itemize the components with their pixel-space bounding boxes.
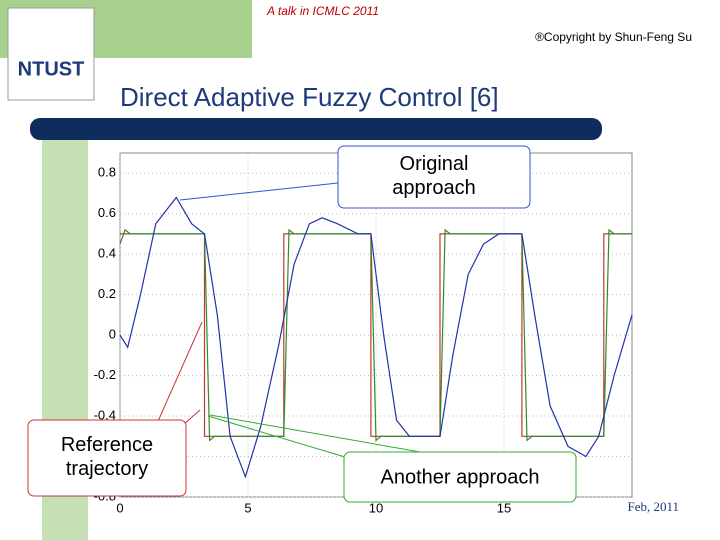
callout-line [154, 321, 203, 429]
annotation: Another approach [380, 466, 539, 488]
annotation: Reference trajectory [61, 434, 153, 480]
y-tick-label: 0.6 [98, 205, 116, 220]
y-tick-label: -0.4 [94, 407, 116, 422]
x-tick-label: 0 [116, 500, 123, 515]
logo-text: NTUST [18, 58, 85, 80]
y-tick-label: 0.2 [98, 286, 116, 301]
y-tick-label: 0 [109, 327, 116, 342]
plot: 0.80.60.40.20-0.2-0.4-0.6-0.8051015 [94, 152, 633, 515]
series-line [119, 196, 633, 479]
slide-title: Direct Adaptive Fuzzy Control [6] [120, 82, 499, 112]
y-tick-label: -0.2 [94, 367, 116, 382]
y-tick-label: 0.4 [98, 246, 116, 261]
y-tick-label: 0.8 [98, 165, 116, 180]
callout-box [343, 451, 577, 503]
series-line [119, 228, 632, 442]
callout-line [207, 415, 356, 461]
callout-box [337, 145, 531, 209]
x-tick-label: 5 [244, 500, 251, 515]
copyright: ®Copyright by Shun-Feng Su [535, 30, 692, 44]
x-tick-label: 10 [369, 500, 383, 515]
annotations: Original approach Reference trajectory Ano… [27, 145, 577, 503]
callout-box [27, 419, 187, 497]
x-tick-label: 15 [497, 500, 511, 515]
title-bar [30, 118, 602, 140]
logo-box [7, 7, 95, 101]
annotation-text: Original approach [392, 153, 475, 199]
callout-line [209, 414, 421, 453]
callout-line [179, 182, 339, 201]
talk-label: A talk in ICMLC 2011 [266, 4, 379, 18]
date: Feb, 2011 [627, 499, 679, 514]
annotation: Original approach [392, 153, 475, 199]
